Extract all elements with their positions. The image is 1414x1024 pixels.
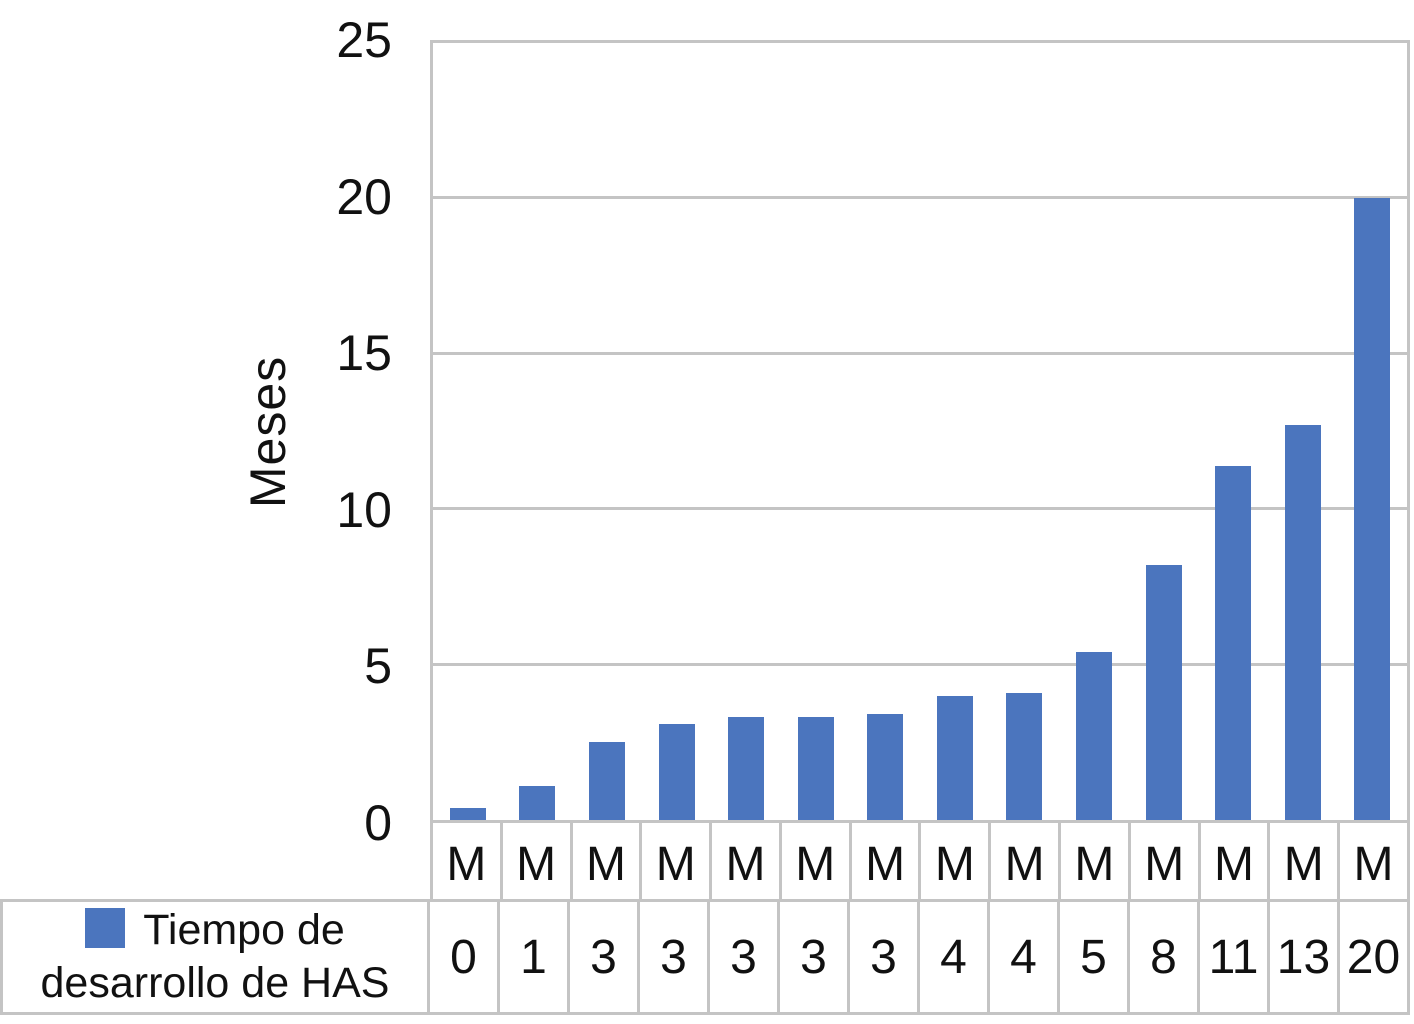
data-table-value-cell: 4 (990, 902, 1060, 1012)
bar-column (1268, 43, 1338, 820)
data-table-value-cell: 11 (1200, 902, 1270, 1012)
bar-column (1129, 43, 1199, 820)
y-axis-tick-label: 15 (336, 325, 392, 382)
bar (519, 785, 556, 820)
category-cell: M (991, 823, 1062, 899)
category-cell: M (1353, 837, 1394, 891)
category-cell: M (1270, 823, 1341, 899)
bar (1284, 425, 1321, 820)
bar (1075, 652, 1112, 820)
bar-column (503, 43, 573, 820)
bar (1145, 565, 1182, 820)
bar (1215, 465, 1252, 820)
data-table-value-cell: 5 (1060, 902, 1130, 1012)
bar (1006, 692, 1043, 820)
category-cell: M (433, 823, 503, 899)
category-cell: M (712, 823, 782, 899)
plot-area (430, 40, 1410, 823)
bar-column (572, 43, 642, 820)
bar-column (433, 43, 503, 820)
bar (936, 695, 973, 820)
data-table-value-cell: 3 (850, 902, 920, 1012)
data-table-value-cell: 1 (500, 902, 570, 1012)
bar-column (642, 43, 712, 820)
gridline (433, 507, 1407, 511)
y-axis-tick-labels: 0 5 10 15 20 25 (0, 0, 392, 1024)
data-table-value-cell: 3 (780, 902, 850, 1012)
legend-text-line-1: Tiempo de (143, 906, 345, 954)
bar (449, 807, 486, 820)
y-axis-tick-label: 5 (364, 638, 392, 695)
bar-column (990, 43, 1060, 820)
data-table-value-cell: 4 (920, 902, 990, 1012)
y-axis-tick-label: 0 (364, 795, 392, 851)
category-cell: M (1131, 823, 1201, 899)
gridline (433, 351, 1407, 355)
category-cell: M (852, 823, 922, 899)
category-cell: M (573, 823, 643, 899)
category-cell: M (782, 823, 852, 899)
bar-column (1059, 43, 1129, 820)
legend-cell: Tiempo de desarrollo de HAS (3, 902, 430, 1012)
category-cell: M (1061, 823, 1131, 899)
legend-text-line-2: desarrollo de HAS (40, 959, 390, 1007)
bar-column (920, 43, 990, 820)
data-table-value-cell: 8 (1130, 902, 1200, 1012)
bar (588, 742, 625, 820)
legend-color-swatch-icon (85, 908, 126, 948)
bar-column (1198, 43, 1268, 820)
legend-line-1: Tiempo de (85, 904, 345, 957)
bar-column (781, 43, 851, 820)
category-cell: M (642, 823, 713, 899)
y-axis-tick-label: 10 (336, 481, 392, 538)
data-table-value-cell: 0 (430, 902, 500, 1012)
bar (1354, 198, 1391, 820)
bar-column (1338, 43, 1408, 820)
data-table-value-cell: 3 (570, 902, 640, 1012)
y-axis-tick-label: 20 (336, 168, 392, 225)
bar (797, 717, 834, 820)
category-cell: M (1201, 823, 1271, 899)
bar-series (433, 43, 1407, 820)
gridline (433, 196, 1407, 200)
gridline (433, 662, 1407, 666)
category-cell: M (503, 823, 573, 899)
category-cell: M (921, 823, 992, 899)
data-table-value-cell: 3 (640, 902, 710, 1012)
bar (728, 717, 765, 820)
bar (658, 723, 695, 820)
data-table-value-cell: 13 (1270, 902, 1340, 1012)
bar-column (850, 43, 920, 820)
bar (867, 714, 904, 820)
data-table-value-cell: 20 (1346, 930, 1401, 984)
bar-column (711, 43, 781, 820)
data-table-value-cell: 3 (710, 902, 780, 1012)
y-axis-tick-label: 25 (336, 12, 392, 68)
